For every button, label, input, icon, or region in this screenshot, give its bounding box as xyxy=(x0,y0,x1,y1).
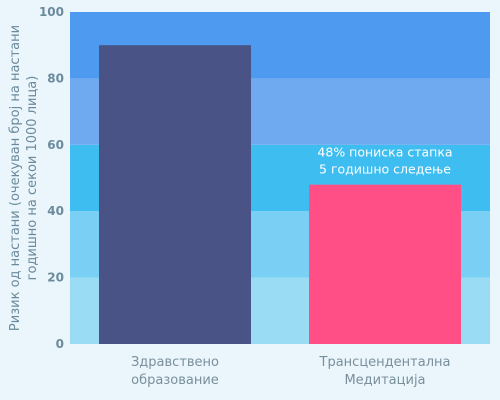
y-tick-label: 40 xyxy=(47,204,64,218)
bars xyxy=(99,45,461,344)
x-tick-label: Трансцендентална Медитација xyxy=(319,355,451,388)
bar xyxy=(309,184,461,344)
y-tick-label: 20 xyxy=(47,271,64,285)
y-axis-label: Ризик од настани (очекуван број на наста… xyxy=(8,25,40,331)
bar xyxy=(99,45,251,344)
y-tick-label: 80 xyxy=(47,71,64,85)
x-axis-labels: Здравствено образование Трансцендентална Ме… xyxy=(131,355,451,388)
y-tick-label: 0 xyxy=(56,337,64,351)
y-axis-ticks: 0 20 40 60 80 100 xyxy=(39,5,64,351)
x-tick-label: Здравствено образование xyxy=(131,355,219,388)
bar-annotation: 48% пониска стапка 5 годишно следење xyxy=(317,145,452,177)
y-tick-label: 60 xyxy=(47,138,64,152)
y-tick-label: 100 xyxy=(39,5,64,19)
